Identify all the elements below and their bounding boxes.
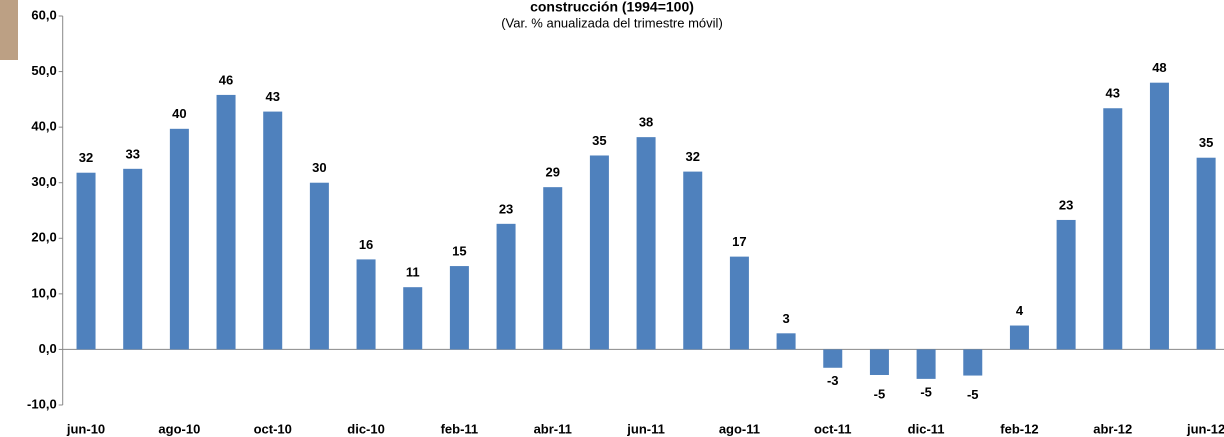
bar (869, 349, 889, 375)
value-label: 23 (499, 201, 513, 216)
value-label: 40 (172, 106, 186, 121)
value-label: -3 (827, 373, 839, 388)
chart-title: construcción (1994=100) (530, 0, 694, 15)
y-tick-label: 50,0 (31, 63, 56, 78)
x-tick-label: jun-10 (66, 421, 105, 436)
x-tick-label: dic-11 (908, 421, 945, 436)
bar (776, 333, 796, 350)
x-tick-label: ago-11 (719, 421, 760, 436)
bar (263, 111, 283, 350)
value-label: 17 (732, 234, 746, 249)
y-tick-label: 0,0 (39, 341, 57, 356)
bar (636, 137, 656, 350)
x-tick-label: jun-12 (1186, 421, 1224, 436)
y-tick-label: 40,0 (31, 119, 56, 134)
x-tick-label: abr-12 (1093, 421, 1132, 436)
y-tick-label: 10,0 (31, 285, 56, 300)
bar (823, 349, 843, 368)
value-label: 48 (1152, 60, 1166, 75)
value-label: 4 (1016, 303, 1024, 318)
value-label: -5 (920, 384, 932, 399)
x-tick-label: oct-10 (254, 421, 292, 436)
value-label: 43 (265, 89, 279, 104)
x-tick-label: jun-11 (626, 421, 665, 436)
value-label: 16 (359, 237, 373, 252)
bar (449, 266, 469, 350)
bar (1149, 82, 1169, 350)
bar (403, 287, 423, 350)
bar (216, 94, 236, 350)
bar (916, 349, 936, 379)
x-tick-label: ago-10 (158, 421, 200, 436)
bar (1196, 157, 1216, 350)
x-tick-label: feb-12 (1000, 421, 1038, 436)
value-label: 46 (219, 72, 233, 87)
bar (729, 256, 749, 350)
y-tick-label: 20,0 (31, 230, 56, 245)
bar (356, 259, 376, 350)
value-label: 32 (79, 150, 93, 165)
value-label: 23 (1059, 197, 1073, 212)
value-label: 3 (782, 311, 789, 326)
value-label: 43 (1106, 86, 1120, 101)
value-label: 11 (406, 265, 420, 280)
value-label: 35 (1199, 135, 1213, 150)
x-tick-label: abr-11 (534, 421, 572, 436)
chart-subtitle: (Var. % anualizada del trimestre móvil) (501, 15, 723, 30)
value-label: -5 (874, 386, 886, 401)
y-tick-label: -10,0 (27, 396, 57, 411)
corner-image (0, 0, 18, 60)
bar (76, 172, 96, 350)
y-tick-label: 30,0 (31, 174, 56, 189)
value-label: 33 (125, 146, 139, 161)
bar (543, 187, 563, 350)
bar (123, 168, 143, 350)
value-label: 30 (312, 160, 326, 175)
x-tick-label: oct-11 (814, 421, 852, 436)
x-tick-label: dic-10 (347, 421, 385, 436)
bar (496, 223, 516, 350)
bar (1103, 108, 1123, 350)
bar (1009, 325, 1029, 350)
bar (683, 171, 703, 350)
value-label: 35 (592, 133, 606, 148)
x-tick-label: feb-11 (441, 421, 479, 436)
bar (1056, 219, 1076, 350)
value-label: 15 (452, 244, 466, 259)
bar (963, 349, 983, 376)
value-label: 32 (686, 149, 700, 164)
value-label: 29 (546, 165, 560, 180)
value-label: -5 (967, 387, 979, 402)
bar (169, 128, 189, 350)
bar (309, 182, 329, 350)
value-label: 38 (639, 115, 653, 130)
bar (589, 155, 609, 350)
y-tick-label: 60,0 (31, 7, 56, 22)
